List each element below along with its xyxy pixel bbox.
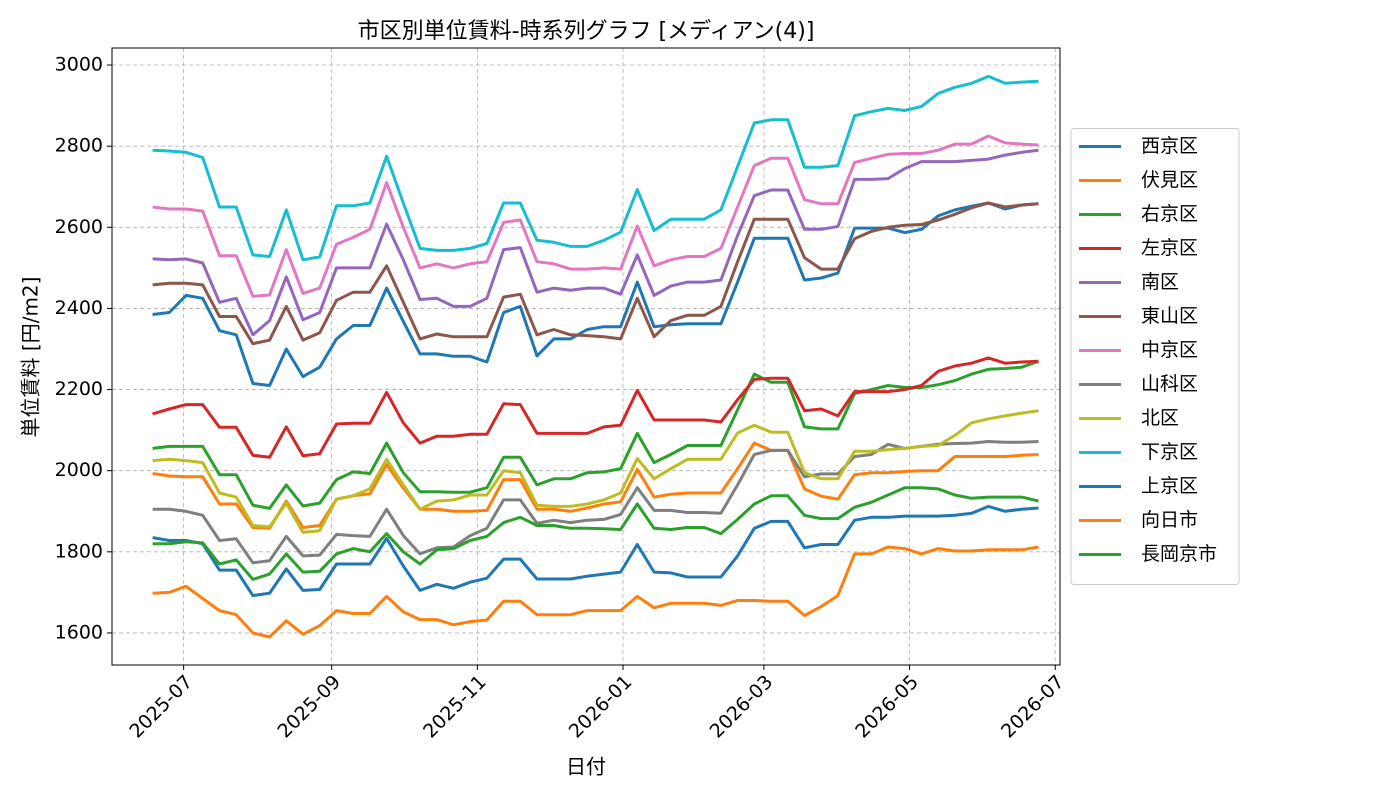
legend-label: 長岡京市 (1141, 543, 1217, 565)
legend-label: 山科区 (1141, 373, 1198, 395)
legend-label: 向日市 (1141, 509, 1198, 531)
y-tick-label: 2200 (55, 378, 103, 400)
y-tick-label: 3000 (55, 54, 103, 76)
legend-label: 北区 (1141, 407, 1179, 429)
series-line (152, 504, 1039, 598)
legend-label: 東山区 (1141, 305, 1198, 327)
y-tick-label: 2000 (55, 459, 103, 481)
series-line (152, 356, 1039, 459)
legend-label: 西京区 (1141, 135, 1198, 157)
series-line (152, 409, 1039, 534)
y-axis-label: 単位賃料 [円/m2] (19, 277, 43, 438)
legend-box (1070, 128, 1240, 585)
y-tick-label: 2400 (55, 297, 103, 319)
legend-label: 右京区 (1141, 203, 1198, 225)
chart-title: 市区別単位賃料-時系列グラフ [メディアン(4)] (358, 19, 815, 44)
legend-label: 南区 (1141, 271, 1179, 293)
series-line (152, 359, 1040, 510)
legend-label: 伏見区 (1141, 169, 1198, 191)
series-line (152, 441, 1039, 530)
series-line (152, 134, 1039, 298)
series-line (152, 545, 1039, 639)
series-line (152, 148, 1039, 337)
series-line (152, 486, 1039, 581)
legend-label: 上京区 (1141, 475, 1198, 497)
series-line (152, 201, 1039, 387)
series-line (152, 440, 1039, 565)
y-tick-label: 1800 (55, 540, 103, 562)
y-tick-label: 2800 (55, 135, 103, 157)
series-line (152, 74, 1039, 262)
legend-label: 下京区 (1141, 441, 1198, 463)
series-line (152, 201, 1039, 346)
legend-label: 左京区 (1141, 237, 1198, 259)
y-tick-label: 2600 (55, 216, 103, 238)
legend-label: 中京区 (1141, 339, 1198, 361)
x-axis-label: 日付 (566, 755, 606, 779)
y-tick-label: 1600 (55, 621, 103, 643)
plot-frame (111, 47, 1061, 666)
